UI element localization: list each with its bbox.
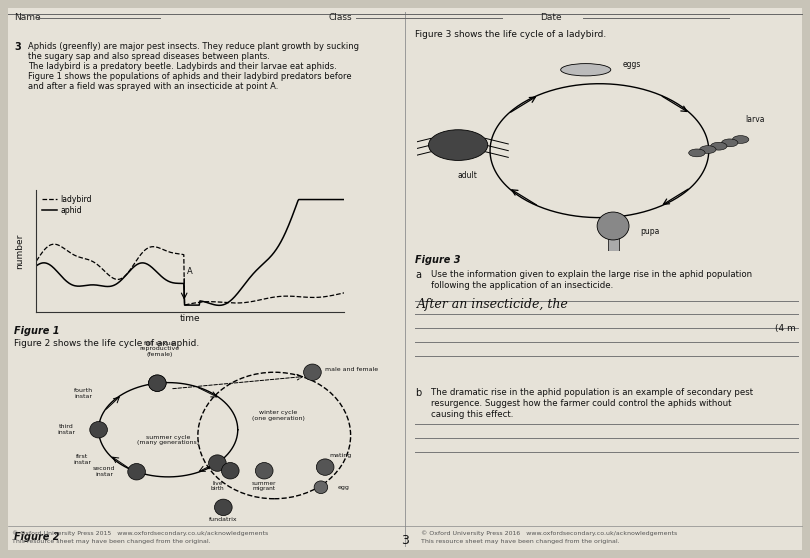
Text: © Oxford University Press 2016   www.oxfordsecondary.co.uk/acknowledgements: © Oxford University Press 2016 www.oxfor… — [421, 530, 677, 536]
Text: live
birth: live birth — [211, 480, 224, 492]
Ellipse shape — [148, 375, 166, 391]
Text: This resource sheet may have been changed from the original.: This resource sheet may have been change… — [12, 539, 211, 544]
Text: a: a — [415, 270, 421, 280]
Ellipse shape — [688, 149, 705, 157]
Text: third
instar: third instar — [58, 424, 75, 435]
Ellipse shape — [215, 499, 232, 516]
Text: (4 m: (4 m — [775, 324, 796, 333]
Text: following the application of an insecticide.: following the application of an insectic… — [431, 281, 613, 290]
aphid — [256, 263, 266, 270]
Text: Figure 1 shows the populations of aphids and their ladybird predators before: Figure 1 shows the populations of aphids… — [28, 72, 352, 81]
Line: aphid: aphid — [36, 200, 344, 305]
Text: Figure 3 shows the life cycle of a ladybird.: Figure 3 shows the life cycle of a ladyb… — [415, 30, 606, 39]
Text: The ladybird is a predatory beetle. Ladybirds and their larvae eat aphids.: The ladybird is a predatory beetle. Lady… — [28, 62, 337, 71]
Text: The dramatic rise in the aphid population is an example of secondary pest: The dramatic rise in the aphid populatio… — [431, 388, 753, 397]
aphid — [132, 261, 142, 268]
Text: winter cycle
(one generation): winter cycle (one generation) — [252, 410, 305, 421]
Ellipse shape — [561, 64, 611, 76]
Ellipse shape — [722, 139, 738, 147]
ladybird — [70, 252, 79, 258]
Text: eggs: eggs — [622, 60, 641, 69]
Text: 3: 3 — [14, 42, 21, 52]
aphid — [32, 262, 41, 269]
Text: Figure 1: Figure 1 — [14, 326, 59, 336]
Text: Figure 2: Figure 2 — [14, 532, 59, 542]
Text: © Oxford University Press 2015   www.oxfordsecondary.co.uk/acknowledgements: © Oxford University Press 2015 www.oxfor… — [12, 530, 268, 536]
Ellipse shape — [208, 455, 226, 472]
Text: Class: Class — [328, 13, 352, 22]
Text: male and female: male and female — [325, 367, 378, 372]
ladybird — [180, 302, 190, 309]
Text: Figure 3: Figure 3 — [415, 255, 461, 265]
Text: fall sexual
reproductive
(female): fall sexual reproductive (female) — [139, 340, 180, 357]
Text: mating: mating — [330, 453, 352, 458]
Text: resurgence. Suggest how the farmer could control the aphids without: resurgence. Suggest how the farmer could… — [431, 399, 731, 408]
ladybird — [255, 296, 265, 303]
Text: Figure 2 shows the life cycle of an aphid.: Figure 2 shows the life cycle of an aphi… — [14, 339, 199, 349]
aphid — [215, 302, 224, 309]
Text: egg: egg — [338, 485, 350, 490]
ladybird — [154, 244, 164, 251]
Ellipse shape — [148, 375, 166, 391]
Text: A: A — [186, 267, 193, 276]
Text: summer cycle
(many generations): summer cycle (many generations) — [137, 435, 199, 445]
Text: 3: 3 — [401, 533, 409, 546]
Ellipse shape — [255, 463, 273, 479]
ladybird — [257, 296, 266, 303]
Ellipse shape — [221, 463, 239, 479]
Text: Aphids (greenfly) are major pest insects. They reduce plant growth by sucking: Aphids (greenfly) are major pest insects… — [28, 42, 359, 51]
aphid — [226, 297, 236, 304]
ladybird — [227, 300, 237, 306]
aphid — [153, 270, 163, 277]
Y-axis label: number: number — [15, 233, 24, 269]
aphid — [294, 196, 304, 203]
ladybird — [133, 256, 143, 262]
ladybird — [49, 241, 59, 248]
Text: and after a field was sprayed with an insecticide at point A.: and after a field was sprayed with an in… — [28, 82, 279, 91]
Text: summer
migrant: summer migrant — [252, 480, 276, 492]
aphid — [254, 264, 264, 271]
Ellipse shape — [317, 459, 334, 475]
Ellipse shape — [597, 212, 629, 240]
X-axis label: time: time — [180, 314, 201, 323]
Ellipse shape — [732, 136, 748, 143]
Text: adult: adult — [458, 171, 477, 180]
ladybird — [339, 290, 349, 296]
Ellipse shape — [128, 464, 146, 480]
Text: After an insecticide, the: After an insecticide, the — [417, 298, 569, 311]
Text: causing this effect.: causing this effect. — [431, 410, 514, 419]
ladybird — [32, 258, 41, 264]
Ellipse shape — [710, 142, 727, 150]
Text: fundatrix: fundatrix — [209, 517, 237, 522]
Ellipse shape — [700, 146, 716, 153]
Legend: ladybird, aphid: ladybird, aphid — [40, 194, 93, 216]
Text: the sugary sap and also spread diseases between plants.: the sugary sap and also spread diseases … — [28, 52, 270, 61]
Text: first
instar: first instar — [74, 454, 92, 465]
Ellipse shape — [314, 481, 328, 494]
Ellipse shape — [90, 421, 108, 438]
Text: This resource sheet may have been changed from the original.: This resource sheet may have been change… — [421, 539, 620, 544]
Text: Date: Date — [540, 13, 561, 22]
aphid — [339, 196, 349, 203]
Bar — [608, 232, 619, 259]
Line: ladybird: ladybird — [36, 244, 344, 305]
Ellipse shape — [428, 129, 488, 161]
aphid — [69, 282, 79, 288]
Text: larva: larva — [745, 116, 765, 124]
Text: Use the information given to explain the large rise in the aphid population: Use the information given to explain the… — [431, 270, 752, 279]
Ellipse shape — [304, 364, 322, 381]
Text: pupa: pupa — [641, 227, 660, 236]
Text: Name: Name — [14, 13, 40, 22]
Text: fourth
instar: fourth instar — [74, 388, 93, 399]
Text: second
instar: second instar — [93, 466, 116, 477]
Text: b: b — [415, 388, 421, 398]
